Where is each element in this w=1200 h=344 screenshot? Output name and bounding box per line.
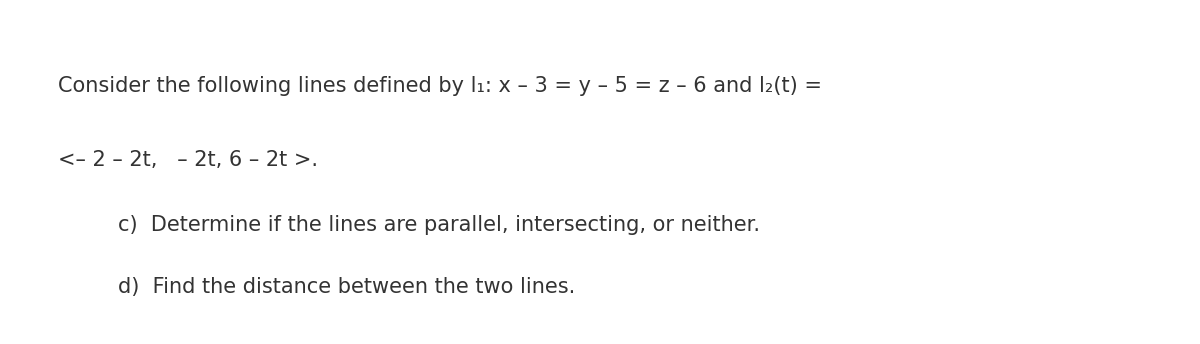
Text: d)  Find the distance between the two lines.: d) Find the distance between the two lin… — [118, 277, 575, 297]
Text: Consider the following lines defined by l₁: x – 3 = y – 5 = z – 6 and l₂(t) =: Consider the following lines defined by … — [58, 76, 822, 96]
Text: c)  Determine if the lines are parallel, intersecting, or neither.: c) Determine if the lines are parallel, … — [118, 215, 760, 235]
Text: <– 2 – 2t,   – 2t, 6 – 2t >.: <– 2 – 2t, – 2t, 6 – 2t >. — [58, 150, 318, 170]
